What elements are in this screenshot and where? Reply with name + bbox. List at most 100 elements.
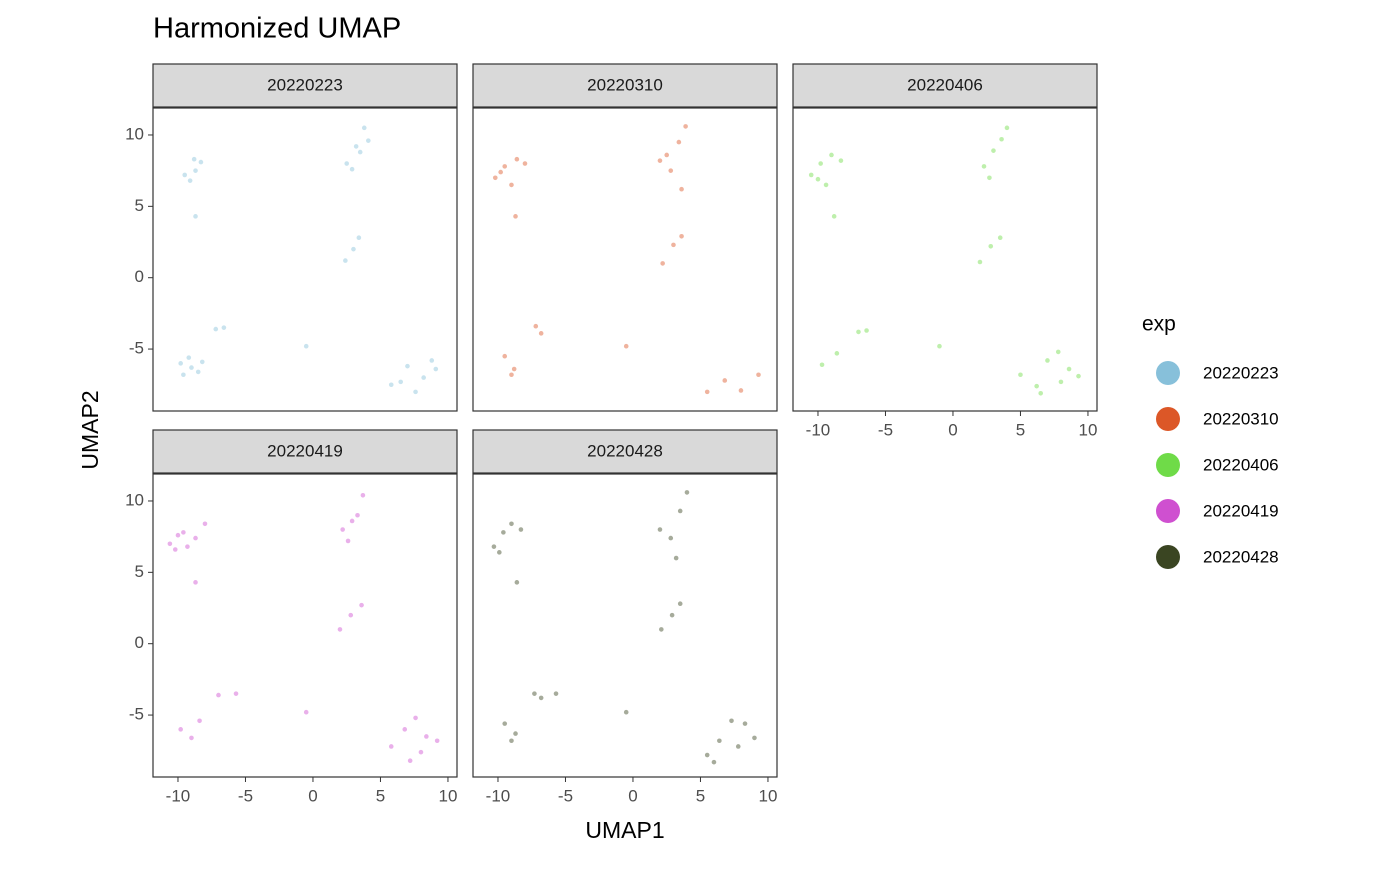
legend-key	[1156, 499, 1180, 523]
point	[1045, 358, 1050, 363]
point	[679, 234, 684, 239]
point	[233, 691, 239, 696]
legend-key	[1156, 545, 1180, 569]
point	[357, 149, 363, 155]
x-tick-label: 0	[948, 420, 957, 439]
legend-label: 20220428	[1203, 547, 1279, 566]
point	[711, 759, 717, 765]
point	[819, 362, 825, 368]
point	[511, 366, 517, 372]
x-tick-label: 10	[758, 786, 777, 805]
point	[502, 721, 508, 726]
point	[838, 158, 844, 163]
point	[187, 178, 193, 183]
point	[704, 752, 710, 758]
y-tick-label: 5	[135, 562, 144, 581]
point	[684, 490, 690, 495]
y-tick-label: 10	[125, 490, 144, 509]
point	[829, 152, 834, 158]
point	[659, 627, 664, 632]
panel-border	[792, 107, 1098, 412]
x-tick-label: -5	[558, 786, 573, 805]
facet-strip	[472, 63, 778, 108]
y-axis-label: UMAP2	[77, 390, 103, 469]
panel	[153, 474, 457, 777]
x-tick-label: 5	[696, 786, 705, 805]
point	[421, 375, 426, 380]
point	[856, 329, 861, 335]
point	[337, 627, 343, 632]
point	[388, 744, 394, 749]
point	[213, 326, 219, 332]
point	[189, 365, 194, 370]
legend-key	[1156, 407, 1180, 431]
point	[864, 328, 869, 333]
y-tick-label: 0	[135, 633, 144, 652]
y-tick-label: 5	[135, 196, 144, 215]
point	[202, 521, 208, 527]
x-tick-label: -5	[238, 786, 253, 805]
point	[193, 580, 198, 585]
facet-label: 20220406	[907, 75, 983, 94]
point	[181, 530, 186, 535]
point	[514, 156, 520, 162]
point	[491, 544, 497, 549]
point	[388, 382, 394, 388]
point	[189, 735, 194, 741]
point	[344, 161, 350, 166]
point	[175, 532, 181, 538]
point	[664, 152, 670, 158]
point	[348, 612, 354, 618]
point	[509, 182, 514, 188]
point	[704, 389, 710, 395]
point	[538, 695, 544, 701]
legend-title: exp	[1142, 313, 1176, 336]
point	[343, 258, 348, 263]
facet-label: 20220419	[267, 441, 343, 460]
point	[722, 378, 728, 383]
x-tick-label: 5	[1016, 420, 1025, 439]
point	[756, 372, 761, 378]
point	[1055, 349, 1061, 355]
point	[823, 182, 829, 188]
point	[677, 601, 683, 607]
x-tick-label: 5	[376, 786, 385, 805]
point	[673, 555, 679, 561]
point	[752, 735, 757, 741]
point	[660, 261, 665, 266]
point	[518, 527, 524, 532]
point	[303, 343, 309, 349]
point	[988, 243, 994, 249]
x-axis-label: UMAP1	[585, 817, 664, 843]
panel	[473, 474, 777, 777]
point	[413, 389, 418, 395]
point	[185, 544, 190, 549]
point	[657, 527, 663, 532]
point	[937, 343, 942, 349]
point	[668, 168, 674, 173]
point	[191, 156, 197, 162]
y-tick-label: 0	[135, 267, 144, 286]
point	[1018, 372, 1023, 378]
point	[538, 331, 544, 336]
legend-label: 20220419	[1203, 501, 1279, 520]
point	[181, 372, 186, 378]
facet-label: 20220310	[587, 75, 663, 94]
point	[623, 709, 629, 715]
point	[405, 363, 410, 369]
point	[738, 388, 744, 393]
point	[497, 550, 502, 555]
legend-label: 20220310	[1203, 409, 1279, 428]
point	[677, 508, 683, 514]
point	[834, 351, 840, 356]
panel-border	[472, 473, 778, 778]
point	[216, 692, 221, 698]
point	[501, 530, 506, 535]
facet-strip	[792, 63, 1098, 108]
point	[717, 738, 722, 744]
point	[356, 235, 362, 241]
panel	[153, 108, 457, 411]
point	[398, 379, 404, 385]
point	[999, 136, 1004, 142]
